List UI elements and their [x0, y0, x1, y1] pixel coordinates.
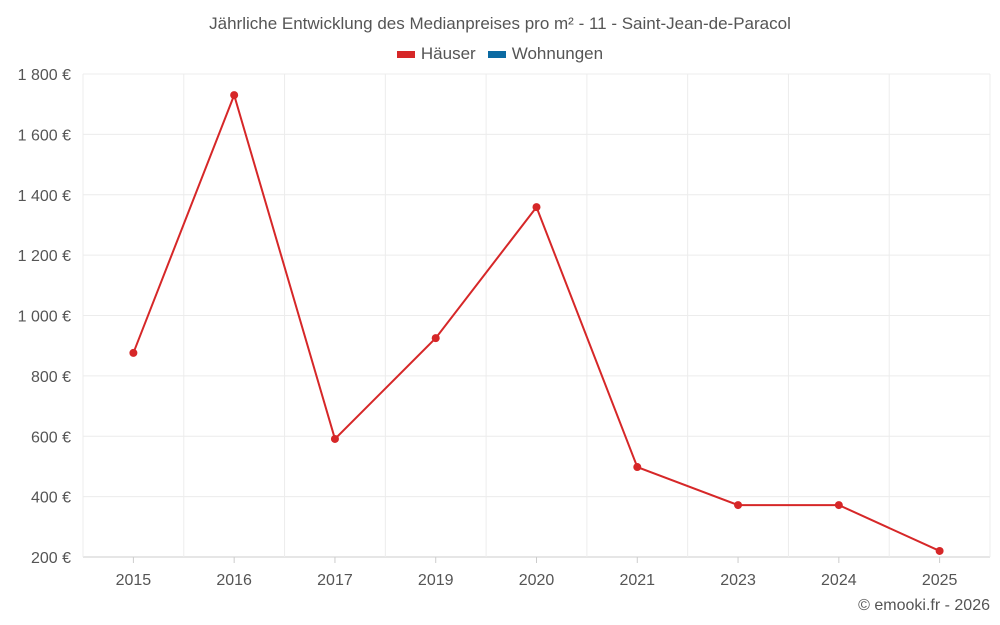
- y-tick-label: 600 €: [31, 429, 71, 446]
- legend-label: Wohnungen: [511, 44, 604, 63]
- y-tick-label: 1 000 €: [18, 309, 71, 326]
- series-line: [132, 92, 941, 552]
- chart-title: Jährliche Entwicklung des Medianpreises …: [209, 14, 791, 33]
- data-point: [834, 501, 843, 510]
- x-tick-label: 2020: [519, 572, 555, 589]
- x-tick-label: 2025: [922, 572, 958, 589]
- y-tick-label: 200 €: [31, 550, 71, 567]
- legend-item-haeuser[interactable]: Häuser: [396, 44, 476, 64]
- credit: © emooki.fr - 2026: [858, 597, 990, 614]
- legend-swatch-wohnungen: [487, 50, 506, 58]
- x-tick-label: 2023: [720, 572, 756, 589]
- data-point: [230, 91, 239, 100]
- y-tick-label: 1 200 €: [18, 248, 71, 265]
- x-tick-label: 2016: [216, 572, 252, 589]
- legend: Häuser Wohnungen: [0, 44, 1000, 64]
- data-point: [935, 546, 944, 555]
- legend-swatch-haeuser: [396, 50, 415, 58]
- data-point: [431, 334, 440, 343]
- y-tick-label: 400 €: [31, 490, 71, 507]
- x-tick-label: 2015: [116, 572, 152, 589]
- y-tick-label: 800 €: [31, 369, 71, 386]
- data-point: [633, 463, 642, 472]
- x-tick-label: 2024: [821, 572, 857, 589]
- x-tick-label: 2019: [418, 572, 454, 589]
- legend-label: Häuser: [420, 44, 476, 63]
- data-point: [532, 203, 541, 212]
- y-tick-label: 1 800 €: [18, 67, 71, 84]
- data-point: [129, 348, 138, 357]
- data-point: [330, 434, 339, 443]
- y-tick-label: 1 600 €: [18, 127, 71, 144]
- y-tick-label: 1 400 €: [18, 188, 71, 205]
- data-point: [734, 501, 743, 510]
- legend-item-wohnungen[interactable]: Wohnungen: [487, 44, 604, 64]
- x-tick-label: 2021: [619, 572, 655, 589]
- x-tick-label: 2017: [317, 572, 353, 589]
